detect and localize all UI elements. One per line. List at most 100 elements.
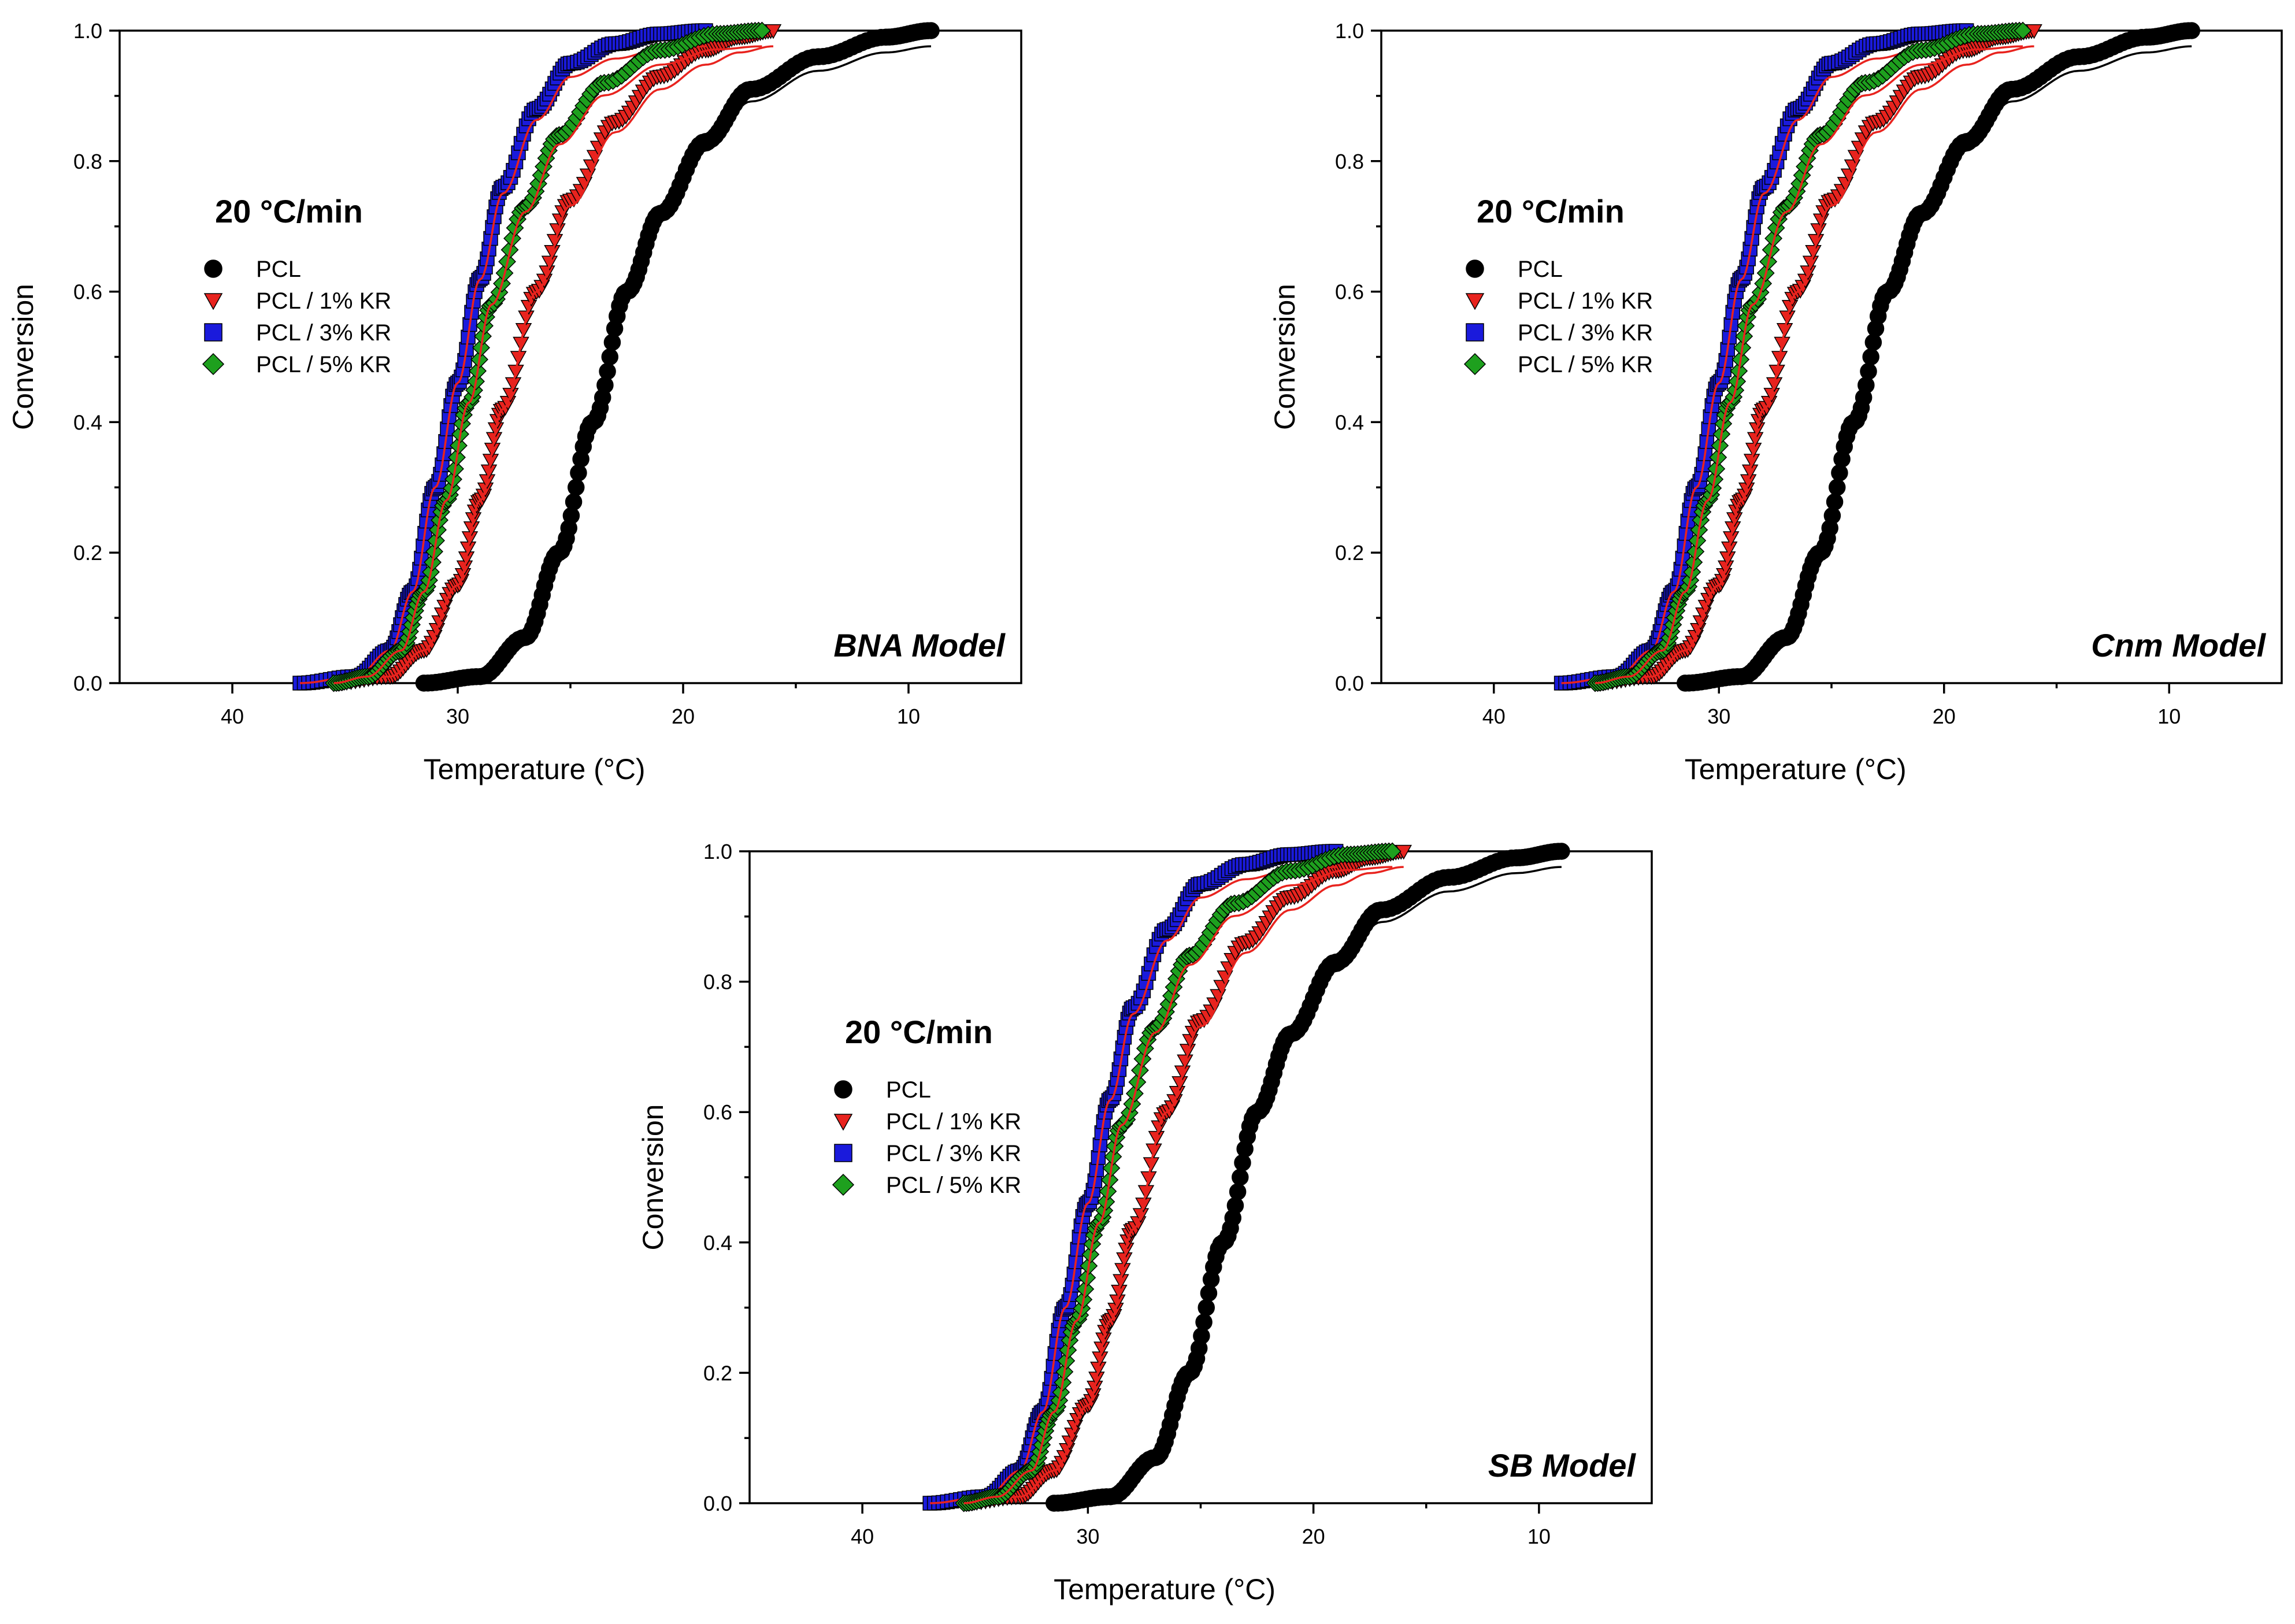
legend-label: PCL / 5% KR bbox=[1518, 352, 1653, 377]
fit-line bbox=[1685, 45, 2192, 684]
legend-entry: PCL / 1% KR bbox=[833, 1109, 1021, 1134]
x-tick-label: 40 bbox=[221, 705, 244, 728]
series-pcl-1-kr bbox=[325, 24, 782, 692]
x-tick-label: 20 bbox=[1302, 1525, 1325, 1548]
series-pcl bbox=[1677, 22, 2200, 692]
chart-sb: 0.0 0.2 0.4 0.6 0.8 1.0 40 30 20 10 Temperature (°… bbox=[637, 840, 1653, 1606]
x-tick-label: 40 bbox=[851, 1525, 874, 1548]
legend: PCL PCL / 1% KR PCL / 3% KR PCL / 5% KR bbox=[1463, 257, 1653, 377]
y-tick-label: 0.4 bbox=[1335, 410, 1364, 434]
y-tick-label: 0.8 bbox=[703, 970, 732, 994]
data-point bbox=[2014, 21, 2032, 40]
x-tick-label: 10 bbox=[897, 705, 920, 728]
y-axis-title: Conversion bbox=[7, 284, 39, 430]
fit-line bbox=[1595, 45, 2034, 684]
model-label: Cnm Model bbox=[2091, 627, 2266, 663]
legend-label: PCL bbox=[256, 257, 301, 282]
fit-line bbox=[963, 866, 1393, 1504]
x-tick-label: 20 bbox=[1933, 705, 1956, 728]
legend-marker bbox=[204, 323, 223, 342]
series-pcl-1-kr bbox=[1586, 24, 2042, 692]
fit-line bbox=[1054, 866, 1562, 1504]
data-point bbox=[753, 21, 771, 40]
fit-line bbox=[333, 45, 774, 684]
legend-entry: PCL / 5% KR bbox=[202, 352, 391, 377]
data-point bbox=[1383, 842, 1402, 861]
y-tick-label: 1.0 bbox=[703, 840, 732, 863]
y-axis-title: Conversion bbox=[637, 1104, 669, 1251]
legend-label: PCL / 5% KR bbox=[256, 352, 391, 377]
heating-rate-label: 20 °C/min bbox=[215, 193, 363, 229]
y-tick-label: 0.4 bbox=[703, 1231, 732, 1255]
y-tick-label: 0.6 bbox=[73, 280, 102, 304]
y-tick-label: 0.0 bbox=[703, 1492, 732, 1515]
x-tick-label: 30 bbox=[1707, 705, 1730, 728]
y-tick-label: 1.0 bbox=[1335, 19, 1364, 43]
y-tick-label: 0.0 bbox=[1335, 672, 1364, 695]
legend-marker bbox=[1463, 353, 1486, 376]
legend-marker bbox=[1466, 323, 1484, 342]
legend-entry: PCL / 5% KR bbox=[1463, 352, 1653, 377]
x-tick-label: 10 bbox=[2157, 705, 2181, 728]
y-tick-label: 0.8 bbox=[1335, 150, 1364, 173]
legend-label: PCL / 5% KR bbox=[886, 1173, 1021, 1198]
legend-entry: PCL / 1% KR bbox=[1465, 288, 1653, 314]
x-tick-label: 10 bbox=[1527, 1525, 1551, 1548]
model-label: BNA Model bbox=[833, 627, 1006, 663]
y-tick-label: 0.2 bbox=[1335, 541, 1364, 565]
chart-bna: 0.0 0.2 0.4 0.6 0.8 1.0 40 30 20 10 Temperature (°… bbox=[7, 19, 1022, 785]
legend-marker bbox=[833, 1114, 853, 1131]
legend: PCL PCL / 1% KR PCL / 3% KR PCL / 5% KR bbox=[202, 257, 391, 377]
series-pcl-5-kr bbox=[1586, 21, 2032, 692]
legend-label: PCL bbox=[1518, 257, 1563, 282]
x-tick-label: 30 bbox=[446, 705, 469, 728]
legend-label: PCL / 3% KR bbox=[1518, 320, 1653, 346]
y-axis-title: Conversion bbox=[1269, 284, 1301, 430]
x-tick-label: 20 bbox=[672, 705, 695, 728]
legend: PCL PCL / 1% KR PCL / 3% KR PCL / 5% KR bbox=[832, 1077, 1021, 1198]
legend-label: PCL / 1% KR bbox=[256, 288, 391, 314]
y-tick-label: 0.8 bbox=[73, 150, 102, 173]
fit-line bbox=[963, 866, 1404, 1504]
series-pcl bbox=[1045, 843, 1570, 1512]
fit-line bbox=[424, 45, 932, 684]
legend-label: PCL / 3% KR bbox=[256, 320, 391, 346]
x-axis-title: Temperature (°C) bbox=[1054, 1573, 1276, 1606]
series-pcl-5-kr bbox=[325, 21, 771, 692]
data-point bbox=[506, 218, 524, 237]
legend-label: PCL / 3% KR bbox=[886, 1141, 1021, 1166]
y-tick-label: 0.6 bbox=[703, 1100, 732, 1124]
legend-label: PCL / 1% KR bbox=[1518, 288, 1653, 314]
data-point bbox=[1767, 218, 1785, 237]
legend-marker bbox=[202, 353, 225, 376]
legend-entry: PCL / 3% KR bbox=[834, 1141, 1021, 1166]
series-pcl bbox=[415, 22, 940, 692]
heating-rate-label: 20 °C/min bbox=[1477, 193, 1625, 229]
legend-marker bbox=[832, 1173, 855, 1196]
legend-entry: PCL / 3% KR bbox=[204, 320, 391, 346]
legend-entry: PCL / 3% KR bbox=[1466, 320, 1653, 346]
legend-marker bbox=[1466, 259, 1484, 278]
series-pcl-5-kr bbox=[955, 842, 1402, 1512]
x-tick-label: 30 bbox=[1076, 1525, 1099, 1548]
fit-line bbox=[333, 45, 762, 684]
data-point bbox=[922, 22, 940, 39]
legend-entry: PCL / 1% KR bbox=[203, 288, 391, 314]
y-tick-label: 0.4 bbox=[73, 410, 102, 434]
legend-label: PCL bbox=[886, 1077, 931, 1103]
y-tick-label: 0.2 bbox=[703, 1361, 732, 1385]
y-tick-label: 0.0 bbox=[73, 672, 102, 695]
x-tick-label: 40 bbox=[1482, 705, 1506, 728]
y-tick-label: 0.2 bbox=[73, 541, 102, 565]
data-point bbox=[2183, 22, 2200, 39]
legend-marker bbox=[1465, 293, 1485, 310]
data-point bbox=[1553, 843, 1570, 860]
chart-cnm: 0.0 0.2 0.4 0.6 0.8 1.0 40 30 20 10 Temperature (°… bbox=[1269, 19, 2283, 785]
heating-rate-label: 20 °C/min bbox=[845, 1014, 993, 1050]
legend-entry: PCL bbox=[834, 1077, 931, 1103]
legend-marker bbox=[204, 259, 223, 278]
legend-label: PCL / 1% KR bbox=[886, 1109, 1021, 1134]
fit-line bbox=[1595, 45, 2023, 684]
legend-entry: PCL bbox=[1466, 257, 1563, 282]
